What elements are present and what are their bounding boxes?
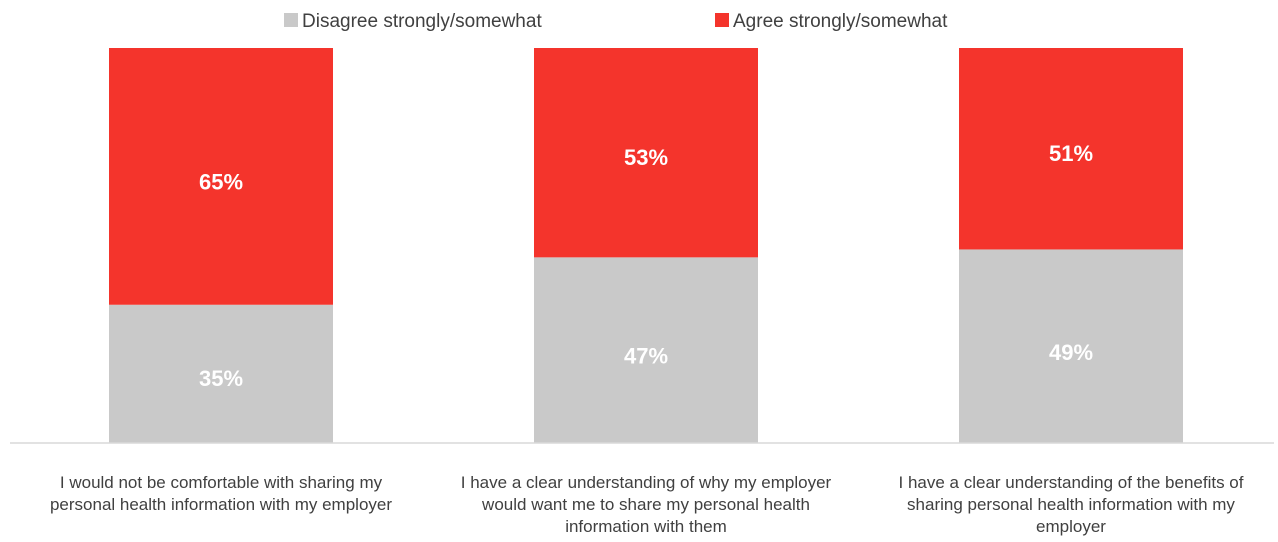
bar-agree-3: [959, 48, 1183, 250]
chart-legend: Disagree strongly/somewhat Agree strongly…: [284, 11, 948, 32]
legend-swatch-disagree: [284, 13, 298, 27]
data-label-disagree-1: 35%: [199, 366, 243, 391]
data-label-agree-3: 51%: [1049, 141, 1093, 166]
bar-disagree-3: [959, 249, 1183, 443]
category-labels-group: I would not be comfortable with sharing …: [50, 473, 1244, 536]
data-label-agree-2: 53%: [624, 145, 668, 170]
bars-group: [109, 48, 1183, 443]
category-label-3: I have a clear understanding of the bene…: [899, 473, 1244, 536]
legend-swatch-agree: [715, 13, 729, 27]
data-label-agree-1: 65%: [199, 170, 243, 195]
data-label-disagree-2: 47%: [624, 344, 668, 369]
bar-disagree-2: [534, 257, 758, 443]
category-label-1: I would not be comfortable with sharing …: [50, 473, 392, 514]
data-labels-group: 35% 65% 47% 53% 49% 51%: [199, 141, 1093, 391]
category-label-2: I have a clear understanding of why my e…: [461, 473, 832, 536]
bar-disagree-1: [109, 304, 333, 443]
bar-agree-2: [534, 48, 758, 258]
bar-agree-1: [109, 48, 333, 305]
legend-label-agree: Agree strongly/somewhat: [733, 11, 948, 32]
data-label-disagree-3: 49%: [1049, 340, 1093, 365]
legend-label-disagree: Disagree strongly/somewhat: [302, 11, 542, 32]
